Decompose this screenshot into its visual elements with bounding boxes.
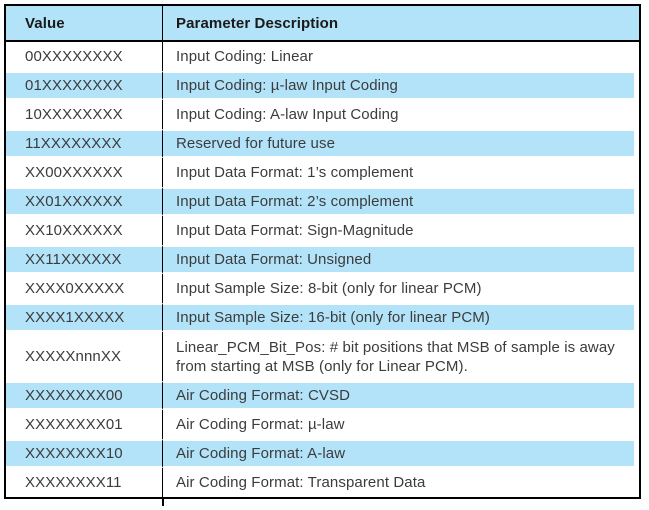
description-cell: Reserved for future use xyxy=(163,129,639,158)
table-row: 10XXXXXXXX Input Coding: A-law Input Cod… xyxy=(6,100,639,129)
value-cell: XX10XXXXXX xyxy=(6,216,163,245)
description-cell: Air Coding Format: CVSD xyxy=(163,381,639,410)
table-row: 11XXXXXXXX Reserved for future use xyxy=(6,129,639,158)
value-cell: 10XXXXXXXX xyxy=(6,100,163,129)
description-cell: Air Coding Format: Transparent Data xyxy=(176,474,426,491)
table-row: XXXXXXXX01 Air Coding Format: µ-law xyxy=(6,410,639,439)
value-cell: XXXXXXXX10 xyxy=(6,439,163,468)
table-row: 01XXXXXXXX Input Coding: µ-law Input Cod… xyxy=(6,71,639,100)
column-header-value: Value xyxy=(6,6,163,40)
description-cell: Input Data Format: Sign-Magnitude xyxy=(176,222,414,239)
table-header-row: Value Parameter Description xyxy=(6,6,639,42)
description-cell: Input Data Format: Unsigned xyxy=(163,245,639,274)
parameter-table: Value Parameter Description 00XXXXXXXX I… xyxy=(4,4,641,499)
value-cell: 11XXXXXXXX xyxy=(6,129,163,158)
value-cell: XXXXXXXX01 xyxy=(6,410,163,439)
table-row: XXXXXXXX10 Air Coding Format: A-law xyxy=(6,439,639,468)
table-row: 00XXXXXXXX Input Coding: Linear xyxy=(6,42,639,71)
description-cell: Input Sample Size: 16-bit (only for line… xyxy=(163,303,639,332)
table-body: 00XXXXXXXX Input Coding: Linear 01XXXXXX… xyxy=(6,42,639,497)
table-row: XX00XXXXXX Input Data Format: 1’s comple… xyxy=(6,158,639,187)
table-row: XXXX0XXXXX Input Sample Size: 8-bit (onl… xyxy=(6,274,639,303)
description-cell: Air Coding Format: A-law xyxy=(163,439,639,468)
value-cell: XXXX1XXXXX xyxy=(6,303,163,332)
table-row: XXXXXXXX11 Air Coding Format: Transparen… xyxy=(6,468,639,497)
description-cell: Input Data Format: 2’s complement xyxy=(163,187,639,216)
value-cell: 01XXXXXXXX xyxy=(6,71,163,100)
table-row: XX11XXXXXX Input Data Format: Unsigned xyxy=(6,245,639,274)
value-cell: XX01XXXXXX xyxy=(6,187,163,216)
value-cell: XXXX0XXXXX xyxy=(6,274,163,303)
table-row: XXXX1XXXXX Input Sample Size: 16-bit (on… xyxy=(6,303,639,332)
description-cell: Input Coding: µ-law Input Coding xyxy=(163,71,639,100)
description-cell: Input Data Format: 1’s complement xyxy=(176,164,414,181)
column-header-parameter-description: Parameter Description xyxy=(163,6,639,40)
value-cell: XXXXXnnnXX xyxy=(6,332,163,381)
table-row: XX10XXXXXX Input Data Format: Sign-Magni… xyxy=(6,216,639,245)
table-row: XX01XXXXXX Input Data Format: 2’s comple… xyxy=(6,187,639,216)
table-row: XXXXXnnnXX Linear_PCM_Bit_Pos: # bit pos… xyxy=(6,332,639,381)
value-cell: XX11XXXXXX xyxy=(6,245,163,274)
description-cell: Air Coding Format: µ-law xyxy=(176,416,345,433)
value-cell: XXXXXXXX11 xyxy=(6,468,163,497)
description-cell: Linear_PCM_Bit_Pos: # bit positions that… xyxy=(176,338,620,375)
description-cell: Input Coding: Linear xyxy=(176,48,314,65)
value-cell: XXXXXXXX00 xyxy=(6,381,163,410)
column-divider-stub xyxy=(162,497,164,506)
description-cell: Input Coding: A-law Input Coding xyxy=(176,106,399,123)
description-cell: Input Sample Size: 8-bit (only for linea… xyxy=(176,280,482,297)
value-cell: XX00XXXXXX xyxy=(6,158,163,187)
table-row: XXXXXXXX00 Air Coding Format: CVSD xyxy=(6,381,639,410)
value-cell: 00XXXXXXXX xyxy=(6,42,163,71)
